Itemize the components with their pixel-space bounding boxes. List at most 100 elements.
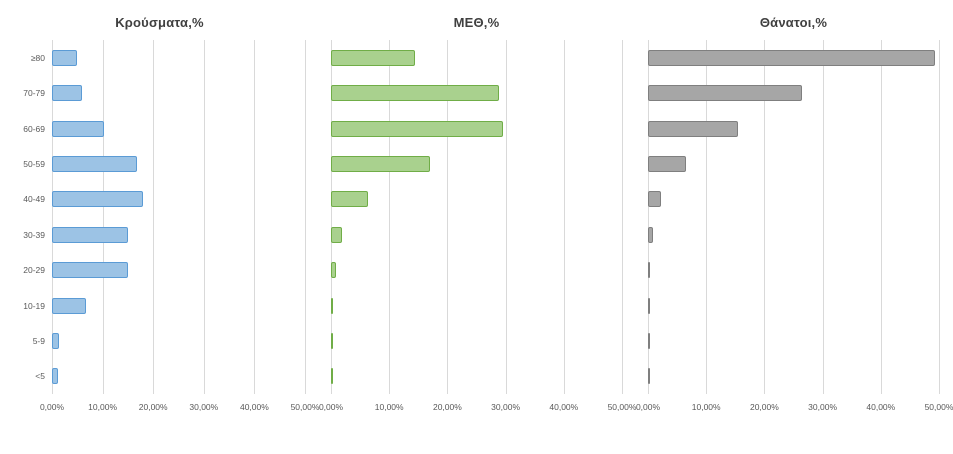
gridline — [764, 40, 766, 394]
bar-row — [52, 359, 305, 394]
y-axis-label: ≥80 — [30, 52, 45, 63]
gridline — [648, 40, 649, 394]
bar-row — [648, 288, 939, 323]
bar — [331, 49, 416, 66]
bar — [52, 262, 128, 279]
gridline — [822, 40, 824, 394]
gridline — [153, 40, 155, 394]
bar — [52, 368, 59, 385]
bar — [648, 226, 654, 243]
bar — [52, 297, 87, 314]
chart-panel-icu: ΜΕΘ,% 0,00% 10,00% 20,00% 30,00% 40,00% 50,00… — [319, 12, 636, 424]
chart-title-cases: Κρούσματα,% — [115, 15, 204, 30]
chart-body-icu — [331, 40, 623, 394]
bar — [331, 297, 333, 314]
gridline — [706, 40, 708, 394]
gridline — [389, 40, 391, 394]
gridline — [505, 40, 507, 394]
bar-row — [648, 217, 939, 252]
y-axis-label: 50-59 — [23, 158, 45, 169]
bar-row — [52, 323, 305, 358]
y-axis-label: 20-29 — [23, 265, 45, 276]
bar — [52, 155, 137, 172]
gridline — [622, 40, 623, 394]
bar-row — [52, 75, 305, 110]
bar — [331, 262, 336, 279]
x-tick-label: 50,00% — [924, 402, 953, 412]
bar-row — [52, 217, 305, 252]
chart-body-deaths — [648, 40, 940, 394]
bar-row — [52, 111, 305, 146]
chart-title-deaths: Θάνατοι,% — [759, 15, 828, 30]
bar — [648, 120, 739, 137]
bar — [331, 226, 343, 243]
x-tick-label: 30,00% — [189, 402, 219, 412]
gridline — [331, 40, 332, 394]
gridline — [447, 40, 449, 394]
x-tick-label: 50,00% — [290, 402, 320, 412]
bar-row — [331, 323, 622, 358]
bar-row — [331, 359, 622, 394]
bar-row — [52, 40, 305, 75]
x-tick-label: 0,00% — [39, 402, 65, 412]
bar — [52, 49, 78, 66]
bar — [331, 368, 333, 385]
x-tick-label: 30,00% — [491, 402, 521, 412]
bar — [52, 191, 144, 208]
x-tick-label: 40,00% — [239, 402, 269, 412]
y-axis-label: 5-9 — [32, 335, 45, 346]
bar-row — [648, 146, 939, 181]
chart-panel-cases: Κρούσματα,% ≥80 70-79 60-69 50-59 40-49 30-39… — [14, 12, 319, 424]
y-axis-label: 60-69 — [23, 123, 45, 134]
bar-row — [648, 323, 939, 358]
bar-row — [331, 182, 622, 217]
bar — [331, 191, 368, 208]
bar — [648, 332, 650, 349]
bar-row — [331, 252, 622, 287]
gridline — [305, 40, 306, 394]
gridline — [52, 40, 53, 394]
bar — [52, 226, 128, 243]
bar-row — [648, 359, 939, 394]
x-tick-label: 30,00% — [808, 402, 838, 412]
bar-row — [648, 252, 939, 287]
x-tick-label: 10,00% — [88, 402, 118, 412]
x-tick-label: 20,00% — [432, 402, 462, 412]
bar-row — [52, 182, 305, 217]
chart-panel-deaths: Θάνατοι,% 0,00% 10,00% 20,00% 30,00% 40,00% 5… — [636, 12, 953, 424]
bar — [52, 332, 59, 349]
plot-area-deaths — [648, 40, 940, 394]
x-tick-label: 40,00% — [866, 402, 896, 412]
x-tick-label: 0,00% — [318, 402, 344, 412]
bar-row — [331, 111, 622, 146]
bar — [331, 155, 430, 172]
gridline — [102, 40, 104, 394]
bar — [648, 191, 661, 208]
bar — [52, 85, 82, 102]
x-tick-label: 20,00% — [749, 402, 779, 412]
bar — [648, 297, 650, 314]
bar-row — [331, 146, 622, 181]
bar-row — [648, 40, 939, 75]
x-axis-icu: 0,00% 10,00% 20,00% 30,00% 40,00% 50,00% — [319, 398, 636, 424]
bar-row — [648, 111, 939, 146]
y-axis-label: 40-49 — [23, 194, 45, 205]
y-axis-label: 30-39 — [23, 229, 45, 240]
y-axis-label: 10-19 — [23, 300, 45, 311]
gridline — [254, 40, 256, 394]
gridline — [203, 40, 205, 394]
x-tick-label: 0,00% — [635, 402, 661, 412]
bar-row — [331, 217, 622, 252]
x-tick-label: 10,00% — [691, 402, 721, 412]
bar — [648, 368, 650, 385]
y-axis-label: 70-79 — [23, 88, 45, 99]
gridline — [563, 40, 565, 394]
y-axis-labels: ≥80 70-79 60-69 50-59 40-49 30-39 20-29 10-19 5-… — [14, 40, 52, 394]
gridline — [880, 40, 882, 394]
x-tick-label: 50,00% — [607, 402, 637, 412]
y-axis-label: <5 — [35, 371, 45, 382]
chart-title-icu: ΜΕΘ,% — [453, 15, 500, 30]
bar — [331, 332, 333, 349]
bar-row — [52, 252, 305, 287]
